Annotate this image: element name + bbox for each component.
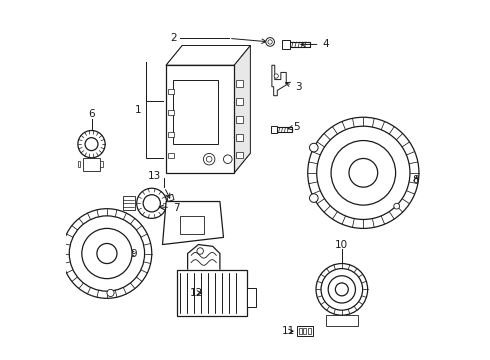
FancyBboxPatch shape	[297, 326, 313, 336]
Text: 13: 13	[147, 171, 161, 181]
Circle shape	[197, 248, 203, 254]
Circle shape	[266, 38, 274, 46]
FancyBboxPatch shape	[123, 196, 135, 211]
FancyBboxPatch shape	[77, 161, 80, 167]
Circle shape	[310, 143, 318, 152]
Circle shape	[310, 194, 318, 202]
FancyBboxPatch shape	[271, 126, 277, 133]
Circle shape	[62, 209, 152, 298]
Circle shape	[143, 195, 160, 212]
FancyBboxPatch shape	[236, 98, 243, 105]
Circle shape	[82, 228, 132, 279]
Circle shape	[203, 153, 215, 165]
Circle shape	[69, 216, 145, 291]
Circle shape	[137, 188, 167, 219]
Circle shape	[223, 155, 232, 163]
FancyBboxPatch shape	[236, 134, 243, 140]
FancyBboxPatch shape	[299, 328, 302, 334]
FancyBboxPatch shape	[236, 152, 243, 158]
Circle shape	[328, 276, 355, 303]
Circle shape	[97, 243, 117, 264]
FancyBboxPatch shape	[100, 161, 102, 167]
Polygon shape	[163, 202, 223, 244]
FancyBboxPatch shape	[168, 111, 174, 116]
FancyBboxPatch shape	[326, 315, 358, 326]
Circle shape	[274, 74, 278, 78]
Circle shape	[331, 140, 395, 205]
Text: 4: 4	[301, 40, 329, 49]
FancyBboxPatch shape	[168, 132, 174, 137]
Text: 10: 10	[335, 240, 348, 250]
Text: 7: 7	[159, 203, 179, 213]
FancyBboxPatch shape	[177, 270, 247, 316]
Text: 6: 6	[88, 109, 95, 120]
Text: 2: 2	[170, 33, 177, 43]
Circle shape	[107, 289, 114, 297]
Circle shape	[349, 158, 378, 187]
FancyBboxPatch shape	[236, 80, 243, 87]
FancyBboxPatch shape	[282, 40, 290, 49]
Text: 9: 9	[129, 248, 137, 258]
Circle shape	[321, 269, 363, 310]
Polygon shape	[234, 45, 250, 173]
Polygon shape	[167, 194, 174, 202]
Text: 8: 8	[413, 175, 419, 185]
Circle shape	[85, 138, 98, 150]
Circle shape	[394, 203, 399, 209]
Circle shape	[206, 156, 212, 162]
Text: 1: 1	[134, 105, 141, 115]
FancyBboxPatch shape	[168, 89, 174, 94]
Circle shape	[78, 131, 105, 158]
FancyBboxPatch shape	[173, 80, 218, 144]
Text: 12: 12	[190, 288, 203, 298]
FancyBboxPatch shape	[166, 65, 234, 173]
FancyBboxPatch shape	[236, 116, 243, 123]
FancyBboxPatch shape	[168, 153, 174, 158]
FancyBboxPatch shape	[180, 216, 204, 234]
Polygon shape	[272, 65, 286, 96]
FancyBboxPatch shape	[247, 288, 256, 307]
Text: 3: 3	[286, 82, 301, 93]
Circle shape	[268, 40, 272, 44]
FancyBboxPatch shape	[303, 328, 306, 334]
Polygon shape	[166, 45, 250, 65]
FancyBboxPatch shape	[308, 328, 311, 334]
Circle shape	[308, 117, 419, 228]
Circle shape	[335, 283, 348, 296]
Circle shape	[317, 126, 410, 220]
Circle shape	[316, 264, 368, 315]
Text: 11: 11	[282, 326, 295, 336]
FancyBboxPatch shape	[82, 158, 100, 171]
Text: 5: 5	[288, 122, 300, 132]
